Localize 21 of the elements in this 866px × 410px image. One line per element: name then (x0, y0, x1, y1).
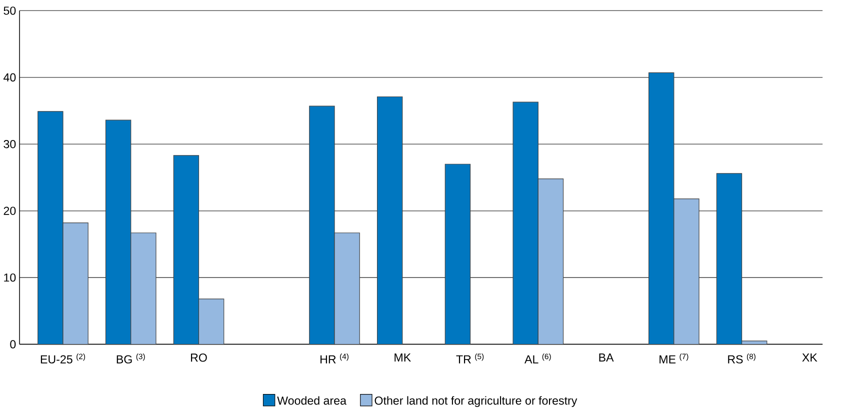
bar (376, 96, 403, 344)
x-tick-label: MK (394, 353, 411, 362)
y-tick-label: 50 (4, 6, 16, 15)
x-tick-label: HR $^{(4)}$ (320, 353, 348, 364)
x-tick-label: RS $^{(8)}$ (728, 353, 756, 364)
legend-label: Wooded area (277, 396, 346, 405)
bar (444, 164, 471, 344)
x-tick-label: TR $^{(5)}$ (456, 353, 484, 364)
y-tick-label: 0 (10, 340, 16, 348)
legend-label: Other land not for agriculture or forestry (374, 396, 578, 407)
y-tick-label: 40 (4, 73, 16, 82)
y-tick-label: 30 (4, 140, 16, 148)
y-tick-label: 10 (4, 273, 16, 282)
y-tick-label: 20 (4, 206, 16, 215)
x-tick-label: ME $^{(7)}$ (660, 353, 688, 364)
x-tick-label: RO (191, 353, 207, 362)
x-tick-label: EU-25 $^{(2)}$ (40, 353, 86, 364)
x-tick-label: AL $^{(6)}$ (524, 353, 551, 364)
x-tick-label: BA (599, 353, 614, 362)
x-tick-label: BG $^{(3)}$ (116, 353, 145, 364)
x-tick-label: XK (802, 353, 818, 362)
